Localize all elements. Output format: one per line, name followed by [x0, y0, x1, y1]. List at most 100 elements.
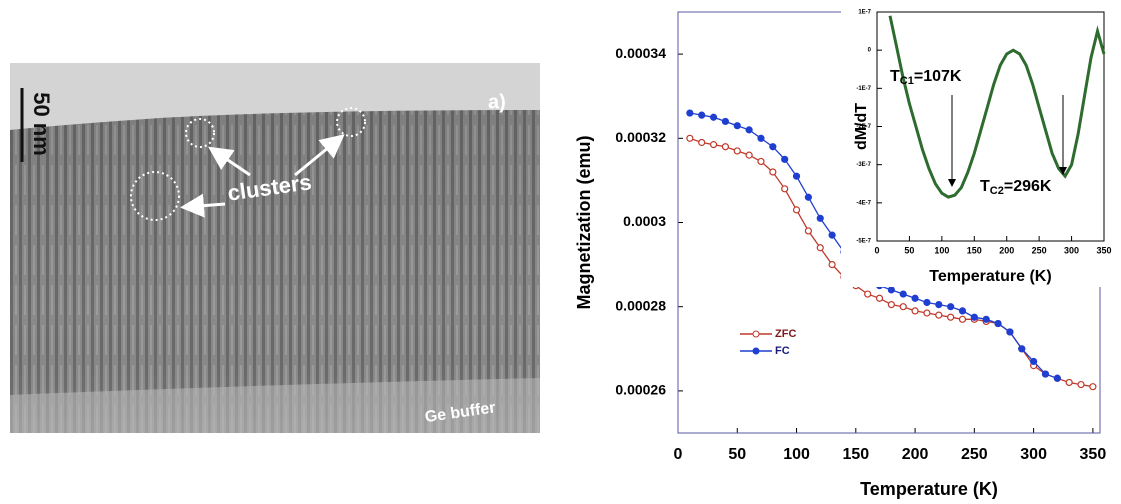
- data-point: [864, 290, 872, 298]
- series-line: [888, 15, 1106, 199]
- data-point: [923, 309, 931, 317]
- data-point: [875, 294, 884, 302]
- x-tick-label: 150: [842, 446, 869, 463]
- data-point: [721, 117, 730, 126]
- data-point: [887, 286, 895, 294]
- data-point: [745, 151, 753, 159]
- data-point: [686, 109, 694, 117]
- y-tick-label: -5E-7: [856, 239, 871, 245]
- data-point: [757, 157, 765, 166]
- x-tick-label: 0: [674, 446, 683, 463]
- annotation-part: =296K: [1004, 178, 1052, 195]
- y-axis-label: dM/dT: [853, 103, 870, 150]
- x-tick-label: 100: [934, 245, 949, 255]
- data-point: [709, 141, 718, 149]
- data-point: [745, 126, 753, 134]
- legend-label: ZFC: [775, 328, 796, 340]
- data-point: [1089, 383, 1097, 391]
- data-point: [781, 155, 789, 163]
- annotation: TC2=296K: [980, 178, 1052, 197]
- data-point: [792, 172, 801, 180]
- x-tick-label: 250: [961, 446, 988, 463]
- data-point: [686, 134, 694, 142]
- data-point: [816, 214, 824, 222]
- x-tick-label: 350: [1080, 446, 1107, 463]
- x-tick-label: 300: [1064, 245, 1079, 255]
- x-tick-label: 250: [1032, 245, 1047, 255]
- data-point: [935, 311, 943, 319]
- plot-frame: [876, 11, 1105, 242]
- data-point: [698, 111, 706, 119]
- data-point: [899, 303, 907, 311]
- x-tick-label: 0: [874, 245, 879, 255]
- y-tick-label: 0.0003: [623, 213, 666, 229]
- x-tick-label: 100: [783, 446, 810, 463]
- data-point: [970, 313, 978, 321]
- y-tick-label: 0.00026: [615, 382, 666, 398]
- x-tick-label: 200: [902, 446, 929, 463]
- annotation: TC1=107K: [890, 68, 962, 87]
- y-tick-label: 0.00032: [615, 129, 666, 145]
- data-point: [911, 294, 919, 302]
- y-tick-label: -1E-7: [856, 86, 871, 92]
- data-point: [769, 143, 777, 151]
- y-tick-label: 0: [868, 48, 872, 54]
- annotation-part: C2: [990, 185, 1004, 197]
- data-point: [1006, 328, 1014, 336]
- data-point: [899, 290, 907, 298]
- data-point: [1041, 370, 1050, 378]
- data-point: [887, 300, 895, 309]
- data-point: [1077, 380, 1085, 389]
- data-point: [911, 307, 919, 315]
- annotation-part: T: [980, 178, 990, 195]
- y-tick-label: 0.00028: [615, 297, 666, 313]
- legend-label: FC: [775, 345, 790, 357]
- data-point: [947, 303, 955, 311]
- data-point: [1018, 345, 1026, 353]
- annotation-part: =107K: [914, 68, 962, 85]
- data-point: [709, 113, 718, 121]
- x-axis-label: Temperature (K): [860, 479, 998, 499]
- data-point: [923, 298, 931, 307]
- y-tick-label: -3E-7: [856, 162, 871, 168]
- data-point: [982, 315, 990, 323]
- x-tick-label: 350: [1096, 245, 1111, 255]
- data-point: [958, 307, 967, 315]
- data-point: [1065, 378, 1073, 387]
- plot: 0 50 100 150 200 250 300 350 1E-7 0 -1E-7 -2E-7 -3E-…: [841, 8, 1116, 287]
- data-point: [769, 168, 777, 176]
- tem-image: 50 nm a) clusters Ge buffer: [10, 63, 540, 433]
- data-point: [935, 300, 943, 309]
- data-point: [1030, 357, 1038, 366]
- data-point: [792, 206, 801, 214]
- y-tick-label: -4E-7: [856, 200, 871, 206]
- data-point: [757, 134, 765, 142]
- y-tick-label: 0.00034: [615, 45, 666, 61]
- scale-bar-label: 50 nm: [29, 92, 54, 156]
- data-point: [958, 315, 967, 323]
- data-point: [781, 185, 789, 193]
- data-point: [733, 122, 741, 130]
- data-point: [828, 261, 836, 269]
- x-tick-label: 300: [1020, 446, 1047, 463]
- data-point: [721, 143, 730, 151]
- legend-marker: [752, 347, 760, 355]
- x-tick-label: 150: [967, 245, 982, 255]
- data-point: [804, 227, 812, 235]
- data-point: [994, 319, 1002, 328]
- data-point: [1053, 374, 1061, 382]
- x-axis-label: Temperature (K): [929, 268, 1051, 285]
- data-point: [816, 244, 824, 252]
- legend-marker: [752, 330, 760, 338]
- data-point: [828, 231, 836, 239]
- data-point: [698, 138, 706, 147]
- x-tick-label: 50: [728, 446, 746, 463]
- x-tick-label: 50: [904, 245, 914, 255]
- annotation-part: C1: [900, 75, 914, 87]
- y-tick-label: 1E-7: [858, 10, 871, 16]
- x-tick-label: 200: [999, 245, 1014, 255]
- y-axis-label: Magnetization (emu): [574, 135, 594, 309]
- data-point: [804, 193, 812, 201]
- panel-label: a): [488, 91, 506, 113]
